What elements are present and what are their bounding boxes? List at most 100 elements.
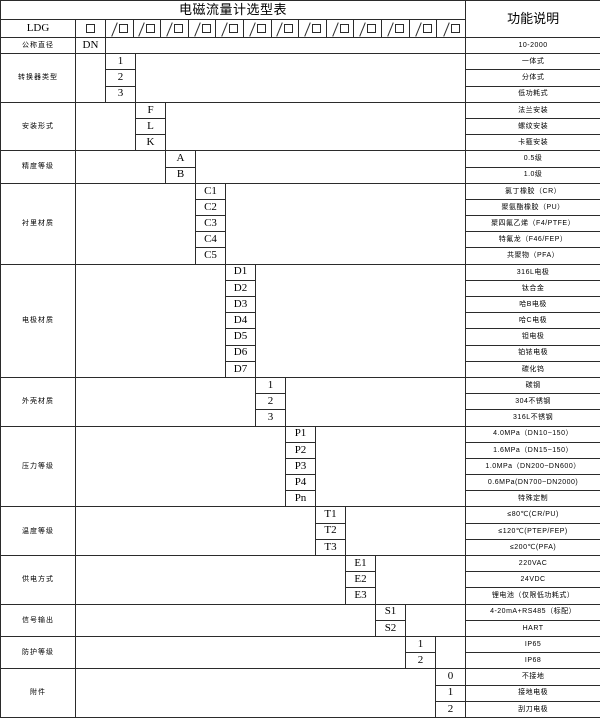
code-box-6[interactable] — [244, 20, 272, 37]
spacer-right — [376, 556, 466, 605]
code-cell[interactable]: D3 — [226, 297, 256, 313]
code-cell[interactable]: P1 — [286, 426, 316, 442]
spacer-right — [436, 636, 466, 668]
slash-separator-icon — [138, 23, 145, 35]
code-box-2[interactable] — [134, 20, 162, 37]
code-cell[interactable]: 3 — [256, 410, 286, 426]
code-cell[interactable]: DN — [76, 38, 106, 54]
code-cell[interactable]: C5 — [196, 248, 226, 264]
code-cell[interactable]: B — [166, 167, 196, 183]
description-cell: 低功耗式 — [466, 86, 600, 102]
code-cell[interactable]: C4 — [196, 232, 226, 248]
code-box-5[interactable] — [216, 20, 244, 37]
code-cell[interactable]: 0 — [436, 669, 466, 685]
code-box-10[interactable] — [354, 20, 382, 37]
code-cell[interactable]: P3 — [286, 458, 316, 474]
code-cell[interactable]: D7 — [226, 361, 256, 377]
code-cell[interactable]: 2 — [256, 394, 286, 410]
code-box-4[interactable] — [189, 20, 217, 37]
code-cell[interactable]: A — [166, 151, 196, 167]
description-cell: ≤200℃(PFA) — [466, 539, 600, 555]
code-cell[interactable]: S2 — [376, 620, 406, 636]
spacer-right — [346, 507, 466, 556]
code-box-11[interactable] — [382, 20, 410, 37]
spacer-left — [76, 669, 436, 718]
code-cell[interactable]: E1 — [346, 556, 376, 572]
slash-separator-icon — [332, 23, 339, 35]
code-box-12[interactable] — [410, 20, 438, 37]
slash-separator-icon — [359, 23, 366, 35]
param-name-5: 电极材质 — [1, 264, 76, 377]
description-cell: 哈B电极 — [466, 297, 600, 313]
code-cell[interactable]: 1 — [436, 685, 466, 701]
code-cell[interactable]: S1 — [376, 604, 406, 620]
code-box-9[interactable] — [327, 20, 355, 37]
code-cell[interactable]: T3 — [316, 539, 346, 555]
code-box-13[interactable] — [437, 20, 465, 37]
slash-separator-icon — [111, 23, 118, 35]
code-cell[interactable]: Pn — [286, 491, 316, 507]
code-cell[interactable]: 1 — [106, 54, 136, 70]
code-cell[interactable]: D1 — [226, 264, 256, 280]
code-cell[interactable]: P4 — [286, 475, 316, 491]
code-box-8[interactable] — [299, 20, 327, 37]
code-cell[interactable]: T2 — [316, 523, 346, 539]
code-cell[interactable]: F — [136, 102, 166, 118]
param-name-6: 外壳材质 — [1, 377, 76, 426]
description-cell: 1.0级 — [466, 167, 600, 183]
slash-separator-icon — [166, 23, 173, 35]
spacer-right — [196, 151, 466, 183]
description-cell: 不接地 — [466, 669, 600, 685]
code-cell[interactable]: D5 — [226, 329, 256, 345]
param-name-0: 公称直径 — [1, 38, 76, 54]
code-cell[interactable]: L — [136, 118, 166, 134]
model-prefix-cell: LDG — [1, 20, 76, 38]
code-cell[interactable]: T1 — [316, 507, 346, 523]
code-cell[interactable]: E2 — [346, 572, 376, 588]
empty-box-icon — [284, 24, 293, 33]
code-cell[interactable]: D4 — [226, 313, 256, 329]
description-cell: 共聚物（PFA） — [466, 248, 600, 264]
spacer-right — [136, 54, 466, 103]
code-box-3[interactable] — [161, 20, 189, 37]
empty-box-icon — [174, 24, 183, 33]
code-cell[interactable]: D2 — [226, 280, 256, 296]
code-box-0[interactable] — [76, 20, 106, 38]
code-cell[interactable]: C3 — [196, 216, 226, 232]
code-box-1[interactable] — [106, 20, 134, 37]
code-box-7[interactable] — [272, 20, 300, 37]
code-cell[interactable]: K — [136, 135, 166, 151]
param-name-9: 供电方式 — [1, 556, 76, 605]
param-name-11: 防护等级 — [1, 636, 76, 668]
description-cell: 分体式 — [466, 70, 600, 86]
description-cell: 4-20mA+RS485（标配） — [466, 604, 600, 620]
param-name-12: 附件 — [1, 669, 76, 718]
description-cell: HART — [466, 620, 600, 636]
code-cell[interactable]: C2 — [196, 199, 226, 215]
code-cell[interactable]: E3 — [346, 588, 376, 604]
code-cell[interactable]: 2 — [406, 653, 436, 669]
code-cell[interactable]: 1 — [406, 636, 436, 652]
spacer-left — [76, 556, 346, 605]
code-cell[interactable]: D6 — [226, 345, 256, 361]
code-cell[interactable]: C1 — [196, 183, 226, 199]
code-cell[interactable]: 2 — [436, 701, 466, 717]
code-cell[interactable]: 3 — [106, 86, 136, 102]
description-cell: 锂电池（仅限低功耗式） — [466, 588, 600, 604]
description-cell: 刮刀电极 — [466, 701, 600, 717]
table-title: 电磁流量计选型表 — [1, 1, 466, 20]
description-cell: 特氟龙（F46/FEP） — [466, 232, 600, 248]
description-cell: 0.5级 — [466, 151, 600, 167]
code-cell[interactable]: P2 — [286, 442, 316, 458]
code-cell[interactable]: 1 — [256, 377, 286, 393]
description-cell: 聚氨酯橡胶（PU） — [466, 199, 600, 215]
code-cell[interactable]: 2 — [106, 70, 136, 86]
param-name-10: 信号输出 — [1, 604, 76, 636]
description-cell: IP65 — [466, 636, 600, 652]
